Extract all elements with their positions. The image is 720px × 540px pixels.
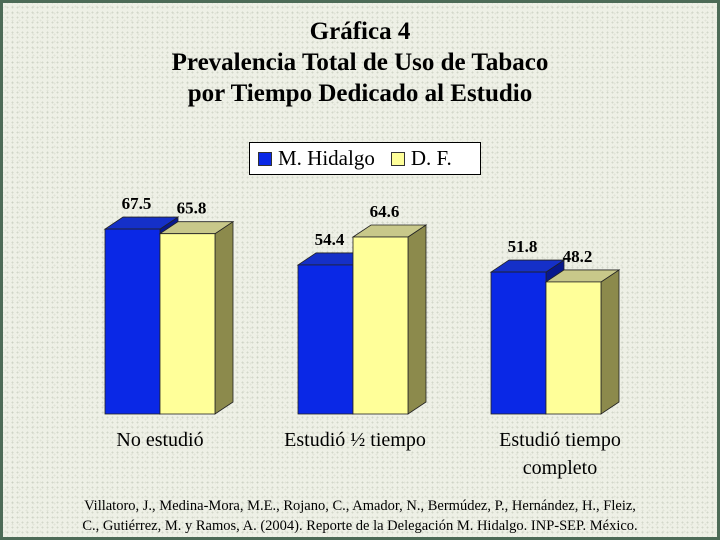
category-label-line: Estudió tiempo	[499, 429, 621, 451]
bar-side-1-2	[600, 269, 620, 415]
bar-0-0	[104, 228, 161, 415]
data-label-1-1: 64.6	[370, 202, 400, 221]
data-label-1-2: 48.2	[563, 247, 593, 266]
chart-title: Gráfica 4 Prevalencia Total de Uso de Ta…	[0, 16, 720, 109]
legend-swatch-df	[390, 151, 405, 166]
category-label-line: No estudió	[116, 429, 204, 451]
legend: M. Hidalgo D. F.	[249, 142, 481, 175]
category-label-line: Estudió ½ tiempo	[284, 429, 426, 451]
legend-item-m-hidalgo: M. Hidalgo	[250, 146, 375, 171]
bar-0-2	[490, 271, 547, 415]
bar-side-1-0	[214, 220, 234, 415]
bar-1-1	[352, 236, 409, 415]
category-label-line: completo	[522, 457, 598, 479]
category-label-tiempo-completo: Estudió tiempo completo	[455, 426, 665, 482]
bar-1-0	[159, 233, 216, 415]
legend-swatch-m-hidalgo	[258, 151, 272, 166]
data-label-0-2: 51.8	[508, 237, 538, 256]
title-line-1: Gráfica 4	[309, 18, 411, 45]
legend-label-df: D. F.	[410, 146, 452, 170]
data-label-0-0: 67.5	[122, 194, 152, 213]
data-label-0-1: 54.4	[315, 230, 345, 249]
title-line-2: Prevalencia Total de Uso de Tabaco	[171, 49, 549, 76]
bar-side-1-1	[407, 224, 427, 415]
bar-1-2	[545, 281, 602, 415]
source-line-1: Villatoro, J., Medina-Mora, M.E., Rojano…	[84, 498, 636, 514]
legend-item-df: D. F.	[383, 146, 452, 171]
data-label-1-0: 65.8	[177, 199, 207, 218]
source-citation: Villatoro, J., Medina-Mora, M.E., Rojano…	[0, 496, 720, 536]
bar-0-1	[297, 264, 354, 415]
legend-label-m-hidalgo: M. Hidalgo	[278, 146, 375, 170]
category-label-medio-tiempo: Estudió ½ tiempo	[250, 426, 460, 454]
title-line-3: por Tiempo Dedicado al Estudio	[187, 80, 533, 107]
category-label-no-estudio: No estudió	[70, 426, 250, 454]
source-line-2: C., Gutiérrez, M. y Ramos, A. (2004). Re…	[82, 518, 638, 534]
